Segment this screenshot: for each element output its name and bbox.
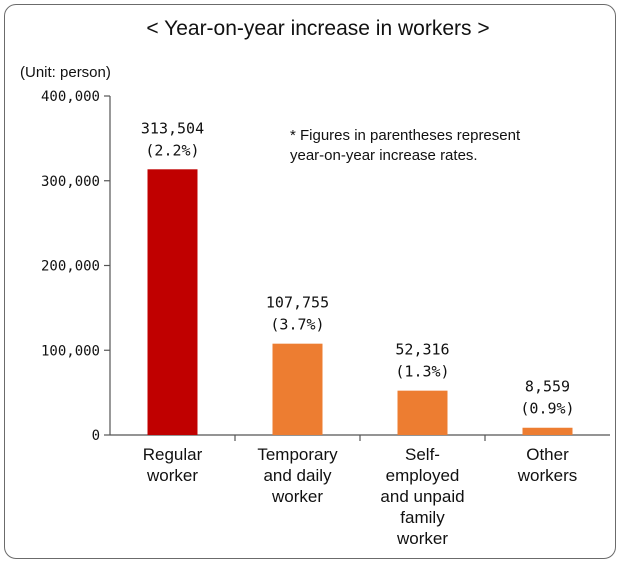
y-tick-label: 300,000 (41, 174, 100, 190)
category-label: worker (146, 466, 198, 485)
bar-rate-label: (3.7%) (270, 316, 324, 334)
category-label: and unpaid (380, 487, 464, 506)
bar (397, 390, 448, 435)
chart-title: < Year-on-year increase in workers > (146, 17, 489, 40)
unit-label: (Unit: person) (20, 64, 111, 81)
bar (272, 343, 323, 435)
category-label: Temporary (257, 445, 338, 464)
category-label: and daily (263, 466, 332, 485)
category-label: worker (271, 487, 323, 506)
bar-value-label: 52,316 (395, 341, 449, 359)
bar-rate-label: (1.3%) (395, 363, 449, 381)
bar-value-label: 8,559 (525, 378, 570, 396)
y-tick-label: 400,000 (41, 89, 100, 105)
category-label: Regular (143, 445, 203, 464)
bar-value-label: 107,755 (266, 294, 329, 312)
category-label: employed (386, 466, 460, 485)
bar (147, 169, 198, 435)
bar-value-label: 313,504 (141, 119, 204, 137)
category-label: Self- (405, 445, 440, 464)
category-label: workers (517, 466, 578, 485)
category-label: worker (396, 529, 448, 548)
note-line-2: year-on-year increase rates. (290, 147, 478, 164)
bar-rate-label: (2.2%) (145, 141, 199, 159)
y-tick-label: 200,000 (41, 259, 100, 275)
y-tick-label: 100,000 (41, 343, 100, 359)
category-label: Other (526, 445, 569, 464)
note-line-1: * Figures in parentheses represent (290, 127, 521, 144)
bar-rate-label: (0.9%) (520, 400, 574, 418)
y-tick-label: 0 (92, 428, 100, 444)
category-label: family (400, 508, 445, 527)
bar (522, 427, 573, 435)
plot-area: 0 100,000 200,000 300,000 400,000 313,504 (2.2… (41, 89, 610, 548)
